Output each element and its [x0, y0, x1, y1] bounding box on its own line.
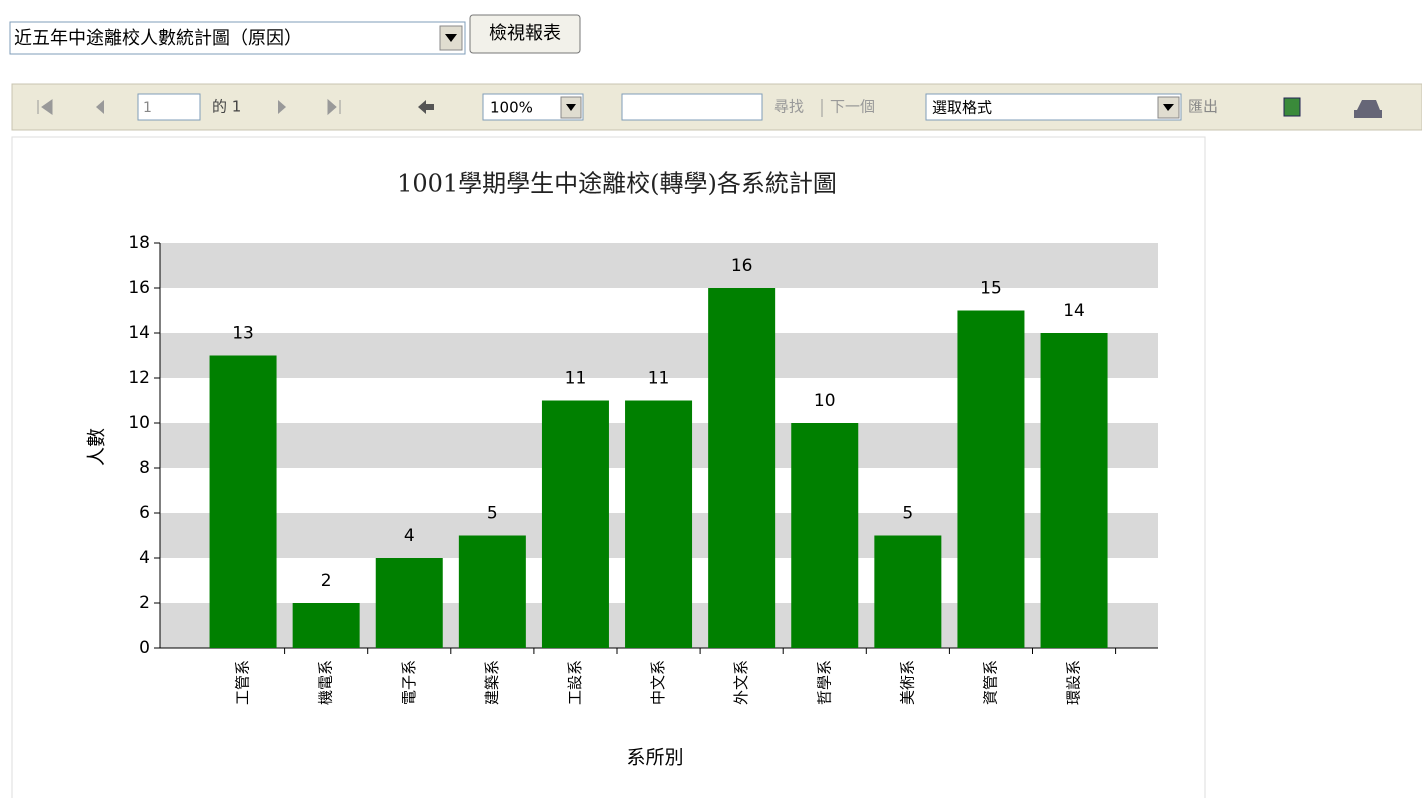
bar — [791, 423, 859, 648]
dropdown-arrow — [445, 34, 457, 42]
find-input[interactable] — [621, 93, 763, 121]
y-tick-label: 18 — [128, 233, 150, 253]
bar — [541, 400, 609, 648]
format-text: 選取格式 — [932, 99, 992, 117]
x-tick-label: 工管系 — [234, 660, 252, 705]
x-tick-label: 資管系 — [981, 660, 999, 705]
y-axis-label: 人數 — [86, 428, 108, 466]
view-button-text: 檢視報表 — [489, 23, 561, 44]
y-tick-label: 12 — [128, 368, 150, 388]
page-of: 的 1 — [212, 98, 241, 116]
y-tick-label: 6 — [139, 503, 150, 523]
grid-band — [160, 243, 1158, 288]
report-select-text: 近五年中途離校人數統計圖（原因） — [14, 28, 302, 49]
bar — [625, 400, 693, 648]
x-tick-label: 外文系 — [732, 660, 750, 705]
data-label: 11 — [648, 369, 670, 389]
x-tick-label: 環設系 — [1065, 660, 1083, 705]
zoom-text: 100% — [490, 99, 533, 117]
data-label: 10 — [814, 391, 836, 411]
y-tick-label: 8 — [139, 458, 150, 478]
next-link[interactable]: 下一個 — [830, 98, 875, 116]
bar — [957, 310, 1025, 648]
find-link[interactable]: 尋找 — [774, 98, 804, 116]
page-input[interactable] — [137, 93, 201, 121]
y-tick-label: 14 — [128, 323, 150, 343]
bar — [458, 535, 526, 648]
bar — [292, 603, 360, 648]
last-page[interactable] — [327, 98, 341, 116]
view-button[interactable] — [469, 14, 581, 54]
chart: 1001學期學生中途離校(轉學)各系統計圖 0 2 4 6 8 10 12 14 16 18 人數系所… — [86, 170, 1158, 769]
format-select[interactable] — [925, 93, 1182, 121]
x-tick-label: 建築系 — [483, 660, 501, 705]
prev-page[interactable] — [96, 100, 104, 114]
y-tick-label: 16 — [128, 278, 150, 298]
data-label: 13 — [232, 324, 254, 344]
x-tick-label: 哲學系 — [815, 660, 833, 705]
data-label: 5 — [487, 504, 498, 524]
data-label: 5 — [902, 504, 913, 524]
refresh-button[interactable] — [1283, 97, 1301, 117]
page-input-text: 1 — [143, 100, 152, 116]
dropdown-arrow — [566, 104, 576, 111]
y-tick-label: 10 — [128, 413, 150, 433]
report-select[interactable] — [9, 21, 466, 55]
data-label: 11 — [565, 369, 587, 389]
data-label: 16 — [731, 256, 753, 276]
y-tick-label: 2 — [139, 593, 150, 613]
bar — [1040, 333, 1108, 648]
first-page[interactable] — [37, 99, 53, 115]
print-button[interactable] — [1354, 100, 1382, 118]
data-label: 15 — [980, 279, 1002, 299]
y-tick-label: 0 — [139, 638, 150, 658]
x-tick-label: 機電系 — [317, 660, 335, 705]
dropdown-arrow — [1163, 104, 1174, 111]
export-link[interactable]: 匯出 — [1188, 98, 1218, 116]
x-tick-label: 中文系 — [649, 660, 667, 705]
bar — [874, 535, 942, 648]
bar — [209, 355, 277, 648]
data-label: 4 — [404, 526, 415, 546]
back-button[interactable] — [418, 100, 434, 114]
x-tick-label: 美術系 — [898, 660, 916, 705]
x-tick-label: 工設系 — [566, 660, 584, 705]
y-tick-label: 4 — [139, 548, 150, 568]
chart-title: 1001學期學生中途離校(轉學)各系統計圖 — [397, 170, 837, 198]
data-label: 14 — [1063, 301, 1085, 321]
x-tick-label: 電子系 — [400, 660, 418, 705]
x-axis-label: 系所別 — [626, 747, 683, 769]
next-page[interactable] — [278, 100, 286, 114]
data-label: 2 — [321, 571, 332, 591]
bar — [708, 288, 776, 648]
bar — [375, 558, 443, 648]
